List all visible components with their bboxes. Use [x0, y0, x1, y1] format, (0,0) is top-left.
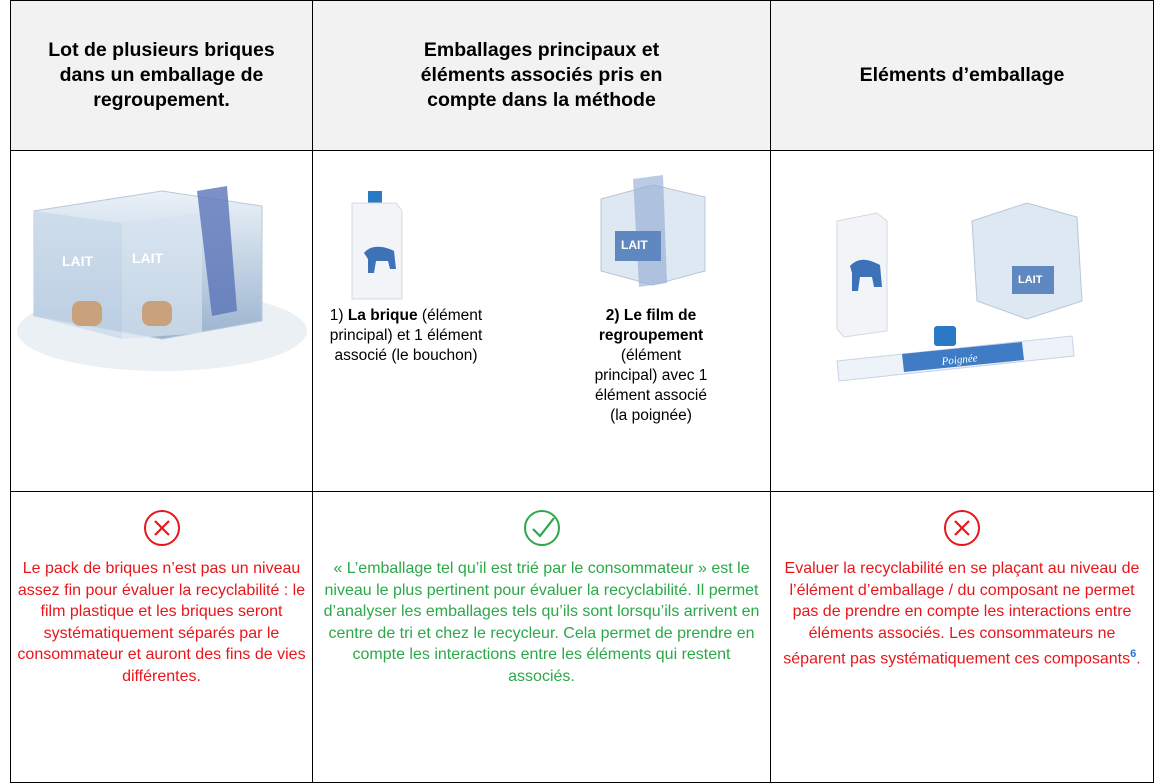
- verdict-row: Le pack de briques n’est pas un niveau a…: [10, 491, 1154, 783]
- caption-part: (élément principal) avec 1 élément assoc…: [594, 347, 708, 424]
- header-text: Lot de plusieurs briques dans un emballa…: [48, 39, 275, 111]
- caption-part: La brique: [347, 307, 418, 324]
- cross-icon: [944, 510, 980, 546]
- header-cell: Lot de plusieurs briques dans un emballa…: [10, 0, 313, 151]
- image-label: LAIT: [62, 253, 94, 269]
- verdict-text: Le pack de briques n’est pas un niveau a…: [11, 558, 312, 687]
- elements-image: LAIT Poignée: [835, 202, 1083, 382]
- header-cell: Eléments d’emballage: [770, 0, 1154, 151]
- image-cell: LAIT LAIT: [10, 150, 313, 492]
- verdict-cell: Evaluer la recyclabilité en se plaçant a…: [770, 491, 1154, 783]
- verdict-body: Evaluer la recyclabilité en se plaçant a…: [783, 560, 1140, 668]
- verdict-text: Evaluer la recyclabilité en se plaçant a…: [771, 558, 1153, 670]
- image-row: LAIT LAIT LAIT 1) La brique (élément pri…: [10, 150, 1154, 492]
- caption-part: 2) Le film de regroupement: [598, 307, 704, 344]
- verdict-body: « L’emballage tel qu’il est trié par le …: [323, 560, 760, 685]
- film-image: LAIT: [600, 175, 706, 287]
- caption: 1) La brique (élément principal) et 1 él…: [321, 306, 491, 366]
- image-cell: LAIT Poignée: [770, 150, 1154, 492]
- header-text: Eléments d’emballage: [859, 64, 1065, 86]
- caption: 2) Le film de regroupement (élément prin…: [591, 306, 711, 426]
- caption-part: 1): [329, 307, 348, 324]
- check-icon: [523, 510, 560, 546]
- image-label: LAIT: [621, 238, 648, 252]
- verdict-body: Le pack de briques n’est pas un niveau a…: [17, 560, 306, 685]
- caption-part: (élément principal) et 1 élément associé…: [329, 307, 483, 364]
- verdict-suffix: .: [1136, 650, 1141, 668]
- footnote-ref: 6: [1130, 648, 1137, 660]
- image-label: Poignée: [940, 352, 978, 368]
- header-text: Emballages principaux et éléments associ…: [420, 39, 663, 111]
- image-cell: LAIT 1) La brique (élément principal) et…: [312, 150, 771, 492]
- brick-image: [351, 191, 403, 300]
- pack-image: LAIT LAIT: [16, 186, 307, 371]
- verdict-text: « L’emballage tel qu’il est trié par le …: [313, 558, 770, 687]
- image-label: LAIT: [1018, 274, 1043, 286]
- cross-icon: [143, 510, 180, 546]
- image-label: LAIT: [132, 250, 164, 266]
- header-cell: Emballages principaux et éléments associ…: [312, 0, 771, 151]
- header-row: Lot de plusieurs briques dans un emballa…: [10, 0, 1154, 151]
- packaging-table: Lot de plusieurs briques dans un emballa…: [10, 0, 1154, 783]
- verdict-cell: « L’emballage tel qu’il est trié par le …: [312, 491, 771, 783]
- verdict-cell: Le pack de briques n’est pas un niveau a…: [10, 491, 313, 783]
